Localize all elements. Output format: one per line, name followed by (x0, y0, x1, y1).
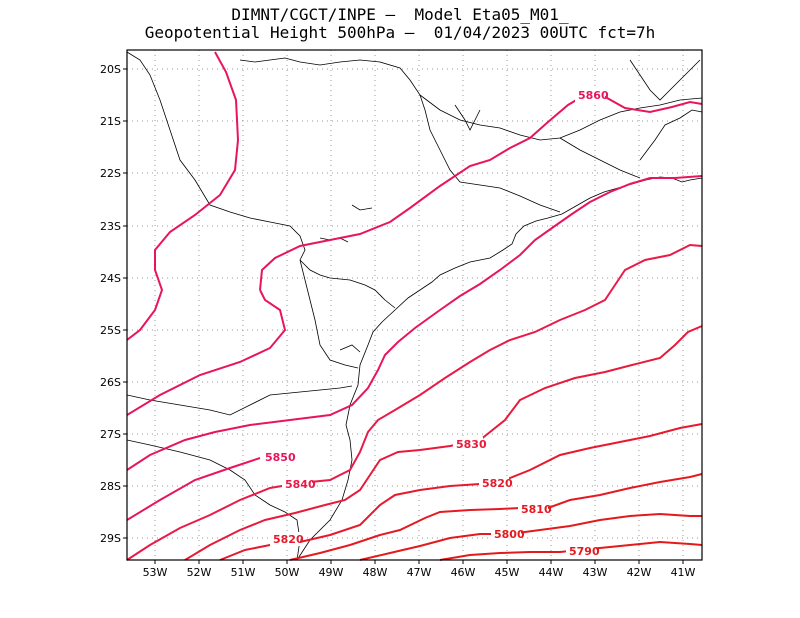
map-frame (126, 49, 703, 561)
lon-label: 52W (187, 566, 212, 579)
coastline-borders (126, 51, 703, 561)
lon-label: 45W (495, 566, 520, 579)
lat-label: 20S (100, 63, 121, 76)
contour-lines (126, 51, 703, 561)
contour-label-5820-left: 5820 (273, 533, 304, 546)
lon-label: 49W (319, 566, 344, 579)
tick-marks (123, 68, 684, 564)
contour-label-5860: 5860 (578, 89, 609, 102)
contour-5860-loop (126, 289, 287, 416)
chart-title-line2: Geopotential Height 500hPa – 01/04/2023 … (144, 23, 656, 42)
lon-label: 51W (231, 566, 256, 579)
contour-label-5850: 5850 (265, 451, 296, 464)
lon-label: 44W (539, 566, 564, 579)
contour-labels: 5860 5850 5840 5830 5820 5820 5810 5800 … (262, 88, 609, 558)
lon-label: 50W (275, 566, 300, 579)
lon-label: 43W (583, 566, 608, 579)
chart-title-line1: DIMNT/CGCT/INPE – Model Eta05_M01_ (231, 5, 569, 24)
lat-label: 21S (100, 115, 121, 128)
lat-label: 23S (100, 220, 121, 233)
latitude-labels: 20S 21S 22S 23S 24S 25S 26S 27S 28S 29S (100, 63, 121, 545)
contour-label-5830: 5830 (456, 438, 487, 451)
contour-label-5810: 5810 (521, 503, 552, 516)
lat-label: 22S (100, 167, 121, 180)
contour-5850-low (126, 457, 261, 521)
lon-label: 41W (671, 566, 696, 579)
contour-label-5800: 5800 (494, 528, 525, 541)
lat-label: 28S (100, 480, 121, 493)
contour-5810 (289, 473, 703, 561)
lon-label: 46W (451, 566, 476, 579)
lon-label: 42W (627, 566, 652, 579)
contour-label-5790: 5790 (569, 545, 600, 558)
contour-5850 (126, 175, 703, 471)
contour-5830 (184, 325, 703, 561)
contour-label-5820-right: 5820 (482, 477, 513, 490)
contour-5800 (359, 512, 702, 561)
lat-label: 25S (100, 324, 121, 337)
contour-5860-left (126, 51, 240, 341)
contour-label-5840: 5840 (285, 478, 316, 491)
lat-label: 27S (100, 428, 121, 441)
lat-label: 29S (100, 532, 121, 545)
contour-5840 (126, 243, 703, 561)
longitude-labels: 53W 52W 51W 50W 49W 48W 47W 46W 45W 44W … (143, 566, 696, 579)
lon-label: 48W (363, 566, 388, 579)
lat-label: 26S (100, 376, 121, 389)
gridlines (127, 50, 702, 560)
lon-label: 47W (407, 566, 432, 579)
lat-label: 24S (100, 272, 121, 285)
lon-label: 53W (143, 566, 168, 579)
contour-5860-right (259, 92, 703, 291)
